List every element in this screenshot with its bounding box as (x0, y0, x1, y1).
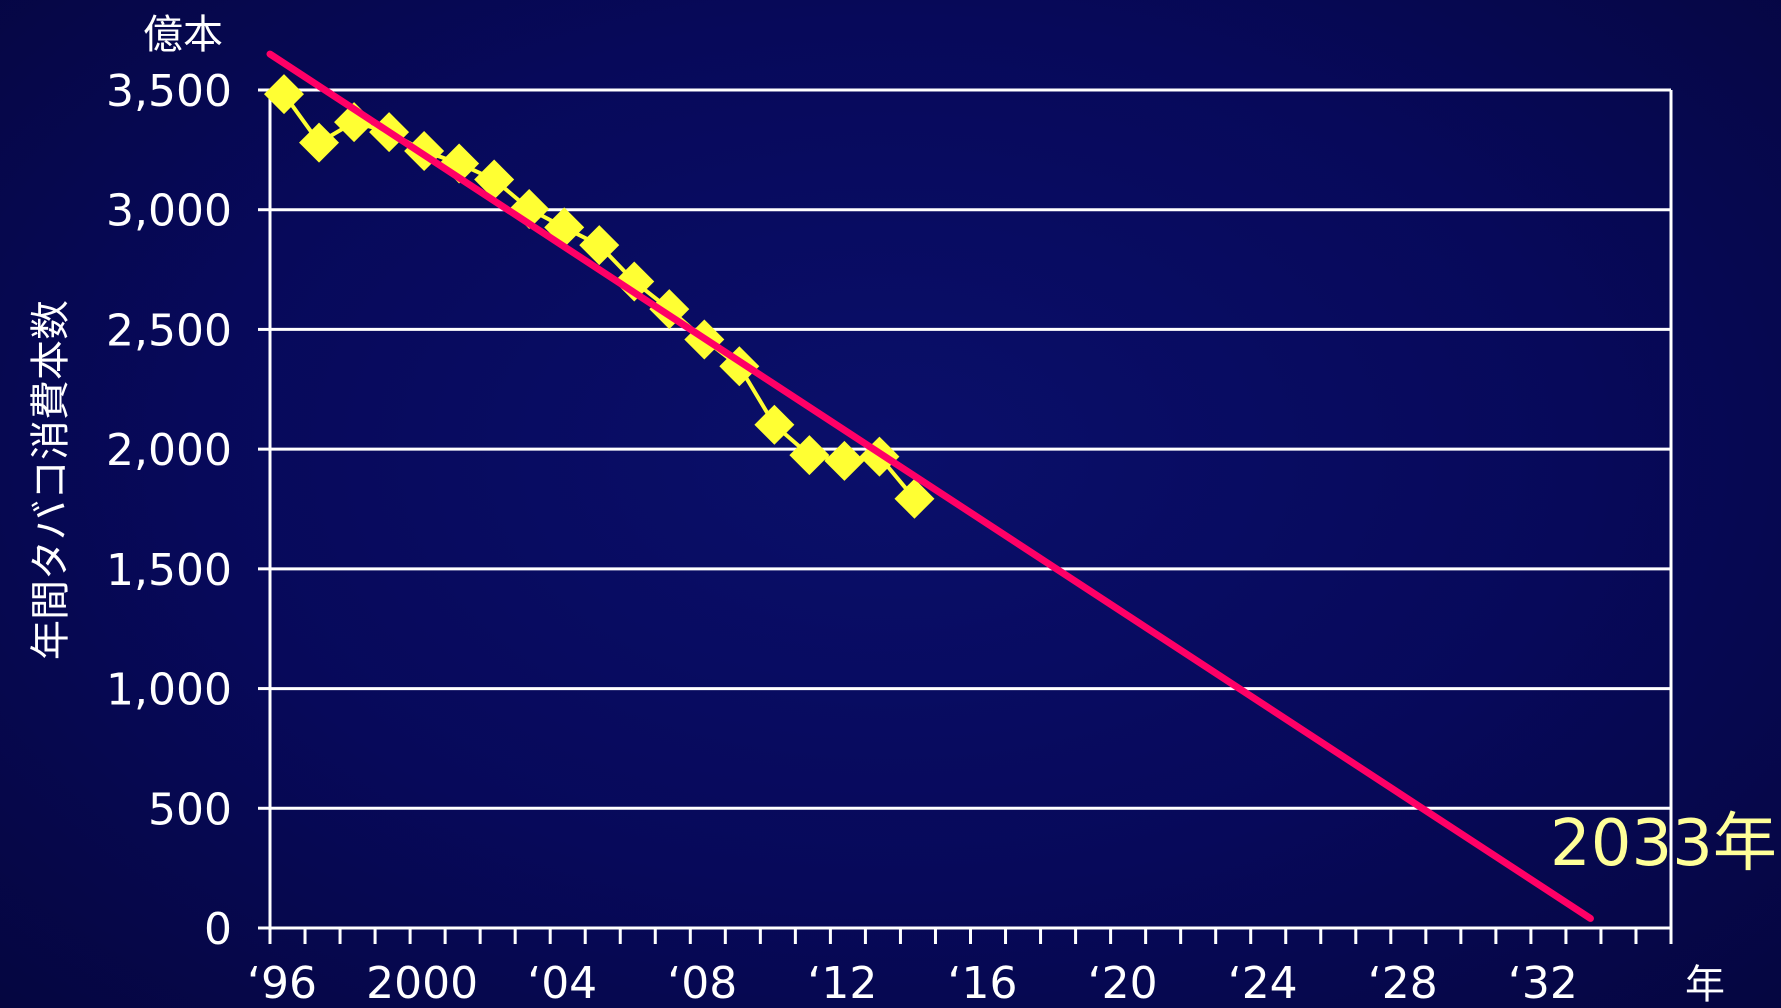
x-axis-ticks: ‘96 2000 ‘04 ‘08 ‘12 ‘16 ‘20 ‘24 ‘28 ‘32 (247, 928, 1673, 1008)
y-unit-label: 億本 (143, 12, 223, 58)
y-axis-ticks: 0 500 1,000 1,500 2,000 2,500 3,000 3,500 (106, 66, 270, 955)
data-point (614, 261, 655, 302)
y-tick-label: 500 (148, 784, 232, 835)
y-tick-label: 3,000 (106, 186, 232, 237)
annotation-2033: 2033年 (1550, 807, 1777, 881)
data-point (299, 122, 340, 163)
data-point (474, 159, 515, 200)
labels: 億本 年 年間タバコ消費本数 2033年 (28, 12, 1777, 1008)
y-tick-label: 3,500 (106, 66, 232, 117)
data-point (894, 478, 935, 519)
trendline-line (266, 50, 1594, 922)
x-tick-label: ‘08 (667, 958, 737, 1008)
data-point (264, 74, 305, 115)
data-point (754, 404, 795, 445)
x-tick-label: ‘28 (1368, 958, 1438, 1008)
data-point (579, 225, 620, 266)
series-line (282, 92, 916, 500)
x-tick-label: ‘12 (807, 958, 877, 1008)
x-tick-label: ‘24 (1228, 958, 1298, 1008)
y-tick-label: 0 (204, 904, 232, 955)
x-tick-label: 2000 (366, 958, 478, 1008)
data-point (789, 435, 830, 476)
x-tick-label: ‘04 (527, 958, 597, 1008)
x-tick-label: ‘96 (247, 958, 317, 1008)
x-tick-label: ‘16 (948, 958, 1018, 1008)
x-unit-label: 年 (1685, 962, 1725, 1008)
x-tick-label: ‘20 (1088, 958, 1158, 1008)
gridlines (270, 88, 1671, 810)
y-tick-label: 2,500 (106, 305, 232, 356)
series-consumption (264, 74, 935, 519)
trendline (266, 50, 1594, 922)
y-tick-label: 1,500 (106, 545, 232, 596)
y-tick-label: 2,000 (106, 425, 232, 476)
x-tick-label: ‘32 (1508, 958, 1578, 1008)
y-tick-label: 1,000 (106, 665, 232, 716)
data-point (824, 440, 865, 481)
y-axis-label: 年間タバコ消費本数 (28, 300, 74, 660)
